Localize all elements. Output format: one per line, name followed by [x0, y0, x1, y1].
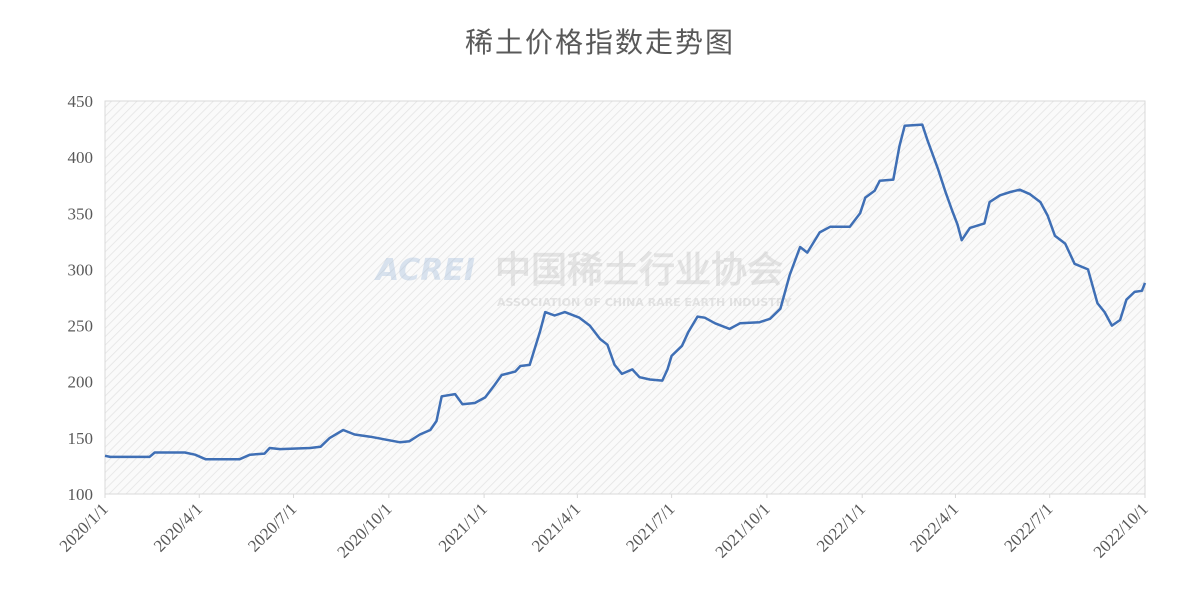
line-series — [104, 123, 1147, 461]
x-tick-label: 2020/1/1 — [56, 499, 112, 555]
y-tick-label: 450 — [68, 92, 94, 111]
y-tick-label: 300 — [68, 260, 94, 279]
y-tick-label: 150 — [68, 429, 94, 448]
watermark-logo: ACREI — [374, 253, 475, 288]
watermark: ACREI 中国稀土行业协会 ASSOCIATION OF CHINA RARE… — [374, 249, 793, 309]
plot-area — [104, 100, 1146, 495]
watermark-name: 中国稀土行业协会 — [495, 249, 783, 291]
x-tick-label: 2021/1/1 — [435, 499, 491, 555]
x-tick-label: 2020/4/1 — [150, 499, 206, 555]
x-tick-label: 2020/7/1 — [244, 499, 300, 555]
x-tick-label: 2022/7/1 — [1000, 499, 1056, 555]
y-tick-label: 200 — [68, 373, 94, 392]
x-tick-label: 2020/10/1 — [333, 499, 395, 561]
y-tick-label: 350 — [68, 204, 94, 223]
y-tick-label: 100 — [68, 485, 94, 504]
x-tick-label: 2022/1/1 — [813, 499, 869, 555]
x-tick-label: 2021/4/1 — [528, 499, 584, 555]
y-tick-label: 400 — [68, 148, 94, 167]
watermark-english: ASSOCIATION OF CHINA RARE EARTH INDUSTRY — [497, 296, 793, 309]
y-tick-label: 250 — [68, 317, 94, 336]
x-tick-label: 2022/10/1 — [1090, 499, 1152, 561]
x-tick-label: 2021/7/1 — [622, 499, 678, 555]
x-tick-label: 2022/4/1 — [906, 499, 962, 555]
x-tick-label: 2021/10/1 — [712, 499, 774, 561]
chart-title: 稀土价格指数走势图 — [465, 26, 735, 59]
